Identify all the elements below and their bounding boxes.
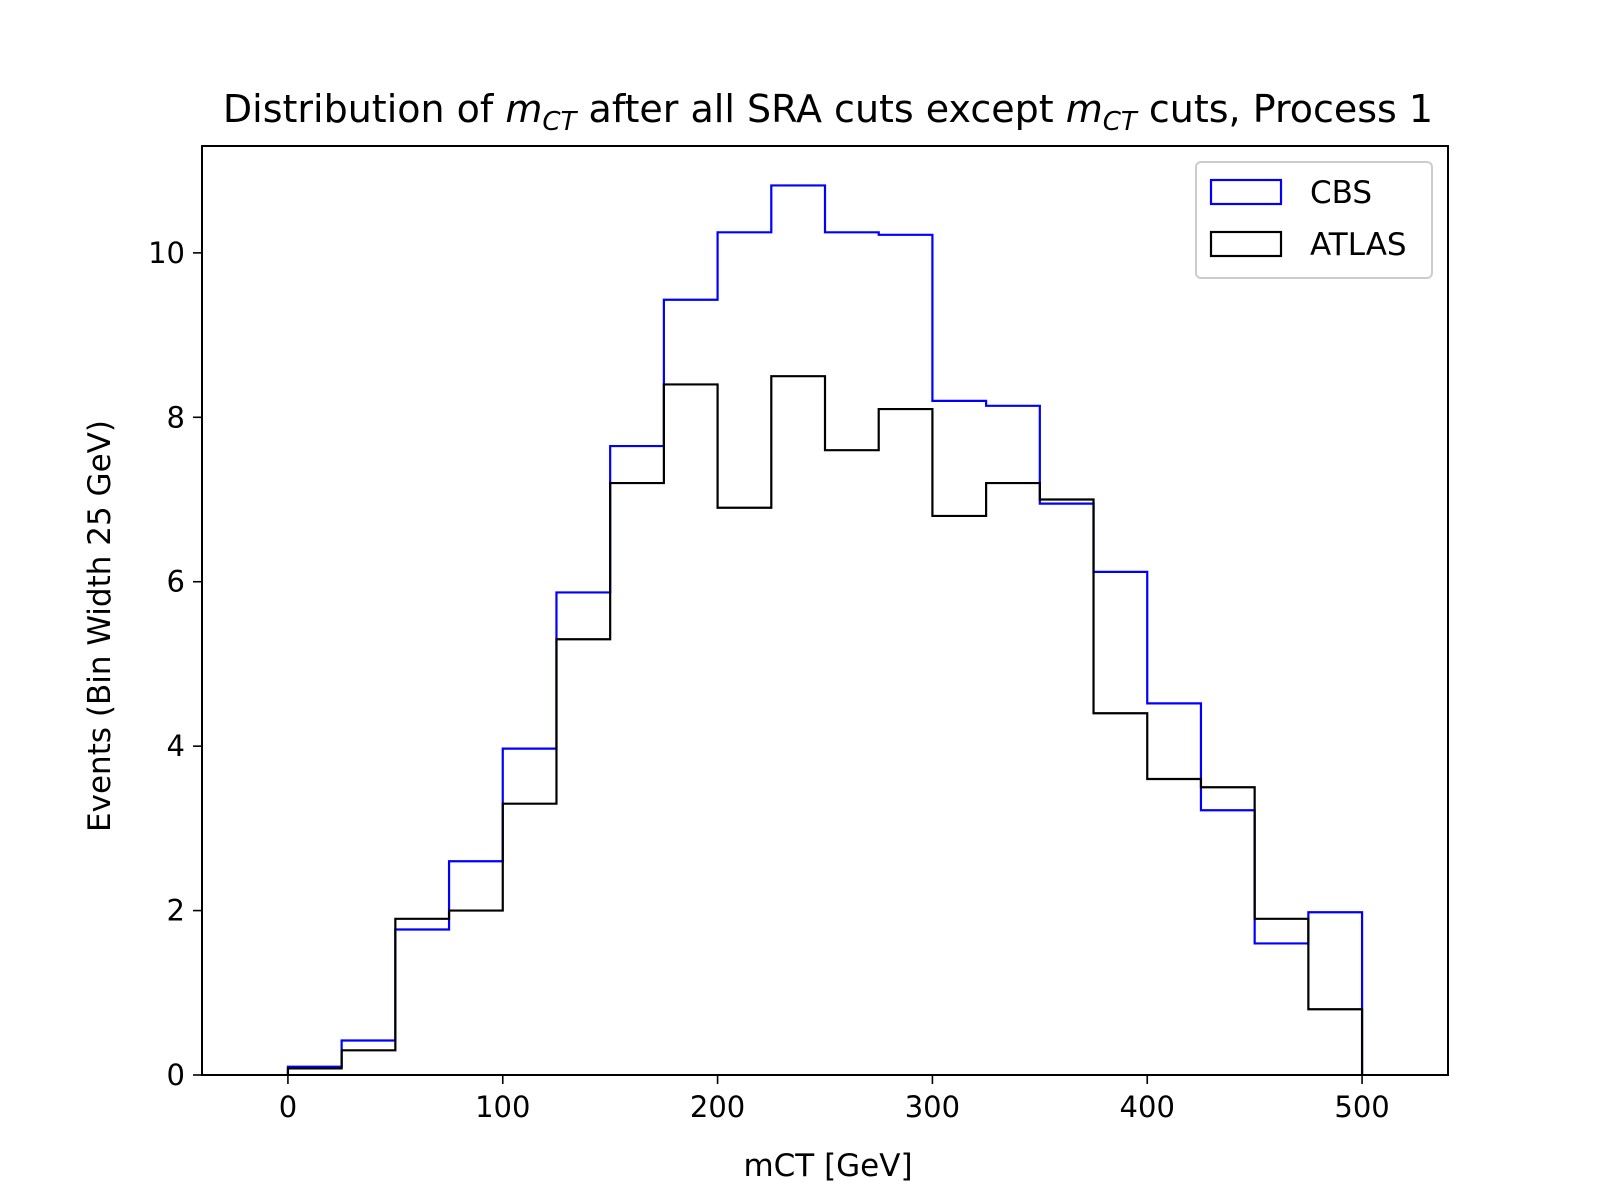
y-tick-label: 4 <box>167 729 185 763</box>
x-axis-label: mCT [GeV] <box>743 1148 912 1184</box>
x-tick-label: 200 <box>690 1090 745 1124</box>
legend-label-cbs: CBS <box>1310 175 1372 211</box>
tick-layer: 0 100 200 300 400 500 0 2 4 6 8 10 <box>148 236 1390 1124</box>
legend-label-atlas: ATLAS <box>1310 227 1407 263</box>
x-tick-label: 500 <box>1334 1090 1389 1124</box>
legend-swatch-atlas <box>1209 230 1283 258</box>
plot-frame <box>201 145 1449 1076</box>
legend-box <box>1195 161 1433 279</box>
chart-title: Distribution of mCT after all SRA cuts e… <box>223 87 1433 137</box>
x-tick-label: 300 <box>905 1090 960 1124</box>
y-axis-label: Events (Bin Width 25 GeV) <box>82 420 118 832</box>
x-tick-label: 0 <box>279 1090 297 1124</box>
y-tick-label: 0 <box>167 1058 185 1092</box>
series-atlas-step <box>286 375 1364 1075</box>
x-tick-label: 400 <box>1120 1090 1175 1124</box>
y-tick-label: 10 <box>148 236 185 270</box>
series-layer <box>286 184 1364 1075</box>
legend-swatch-cbs <box>1209 178 1283 206</box>
series-cbs-step <box>286 184 1364 1075</box>
legend: CBS ATLAS <box>1195 161 1433 279</box>
y-tick-label: 6 <box>167 565 185 599</box>
y-tick-label: 2 <box>167 894 185 928</box>
y-tick-label: 8 <box>167 400 185 434</box>
x-tick-label: 100 <box>475 1090 530 1124</box>
